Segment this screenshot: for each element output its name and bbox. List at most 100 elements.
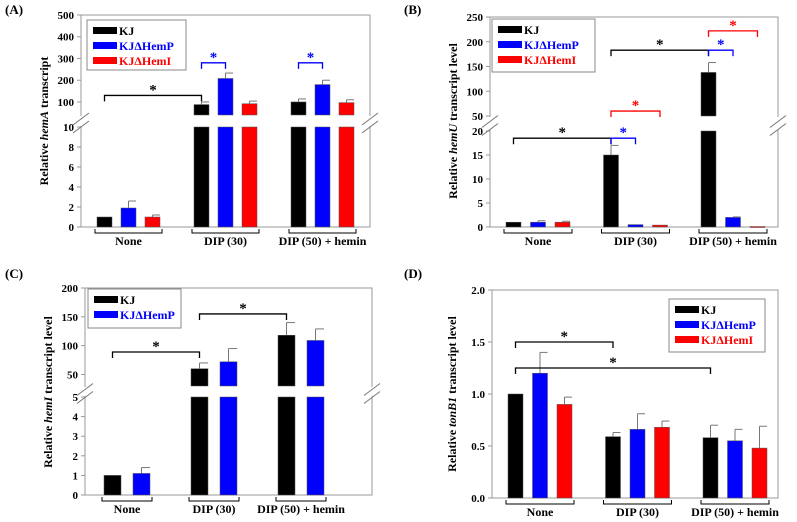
axis-break-mark: [363, 383, 381, 396]
significance-star: *: [559, 125, 567, 141]
bar: [103, 475, 122, 496]
x-category-label: DIP (50) + hemin: [691, 505, 779, 519]
chart-panel-b: (B) 0 5 10 15 20 50 100 150 200 250 Relative hemU t…: [404, 2, 787, 248]
significance-star: *: [729, 18, 737, 34]
bar: [338, 102, 355, 116]
bar: [605, 436, 621, 499]
legend-swatch: [675, 306, 699, 313]
bar: [306, 396, 325, 496]
y-axis-label: Relative hemU transcript level: [446, 43, 460, 199]
y-axis-label-part: transcript level: [446, 43, 460, 124]
bar: [132, 473, 151, 496]
x-category-label: DIP (50) + hemin: [279, 234, 367, 248]
y-axis-label-part: hemA: [37, 111, 51, 140]
significance-star: *: [307, 50, 315, 66]
category-brace: [94, 229, 163, 234]
y-axis-label: Relative tonB1 transcript level: [445, 316, 459, 472]
axis-gap: [368, 116, 372, 126]
y-tick-label: 0.0: [471, 493, 485, 505]
bar: [217, 78, 234, 116]
bar: [532, 372, 548, 499]
bar: [219, 396, 238, 496]
y-tick-label: 500: [58, 10, 75, 22]
bar: [725, 217, 741, 228]
axis-break-mark: [769, 115, 787, 128]
legend-swatch: [675, 336, 699, 343]
bar: [654, 427, 670, 499]
bar: [306, 340, 325, 387]
y-tick-label: 200: [62, 283, 79, 295]
legend-label: KJΔHemI: [701, 333, 754, 347]
x-category-label: None: [114, 502, 141, 516]
bar: [700, 130, 717, 228]
axis-break-mark: [361, 112, 379, 126]
significance-bracket: [514, 367, 712, 374]
category-brace: [505, 500, 575, 505]
panel-label: (B): [404, 2, 421, 17]
axis-gap: [370, 387, 374, 396]
y-tick-label: 100: [62, 341, 79, 353]
category-brace: [700, 500, 770, 505]
bar: [120, 207, 137, 228]
significance-bracket: [111, 351, 201, 358]
significance-star: *: [632, 98, 640, 114]
significance-star: *: [561, 329, 569, 345]
significance-bracket: [200, 62, 227, 69]
y-axis-label-part: transcript level: [445, 316, 459, 397]
significance-star: *: [149, 82, 157, 98]
y-tick-label: 2.0: [471, 285, 485, 297]
bar: [190, 368, 209, 387]
legend-label: KJ: [524, 23, 539, 37]
bar: [277, 335, 296, 387]
axis-break-mark: [481, 123, 499, 136]
significance-bracket: [610, 110, 661, 118]
y-axis-label: Relative hemI transcript level: [41, 316, 55, 468]
y-tick-label: 2: [73, 451, 79, 463]
axis-break-mark: [481, 115, 499, 128]
bar: [505, 221, 522, 228]
axis-break-mark: [72, 120, 90, 134]
axis-gap: [79, 116, 83, 126]
bar: [193, 126, 210, 228]
legend-label: KJΔHemP: [120, 308, 175, 322]
y-tick-label: 4: [73, 412, 79, 424]
x-category-label: None: [527, 505, 554, 519]
legend-swatch: [93, 57, 117, 64]
y-tick-label: 3: [73, 431, 79, 443]
x-category-label: DIP (50) + hemin: [257, 502, 345, 516]
category-brace: [101, 497, 153, 502]
bar: [290, 101, 307, 116]
y-tick-label: 0.5: [471, 441, 485, 453]
bar: [314, 126, 331, 228]
significance-star: *: [656, 37, 664, 53]
significance-star: *: [620, 125, 628, 141]
y-tick-label: 10: [63, 122, 75, 134]
significance-star: *: [239, 301, 247, 317]
bar: [507, 393, 524, 499]
axis-break-mark: [769, 123, 787, 136]
x-category-label: DIP (50) + hemin: [689, 234, 777, 248]
bar: [193, 104, 210, 116]
significance-bracket: [707, 30, 759, 37]
bar: [338, 126, 355, 228]
y-tick-label: 1: [73, 470, 79, 482]
legend-swatch: [94, 311, 118, 318]
axis-gap: [83, 387, 87, 396]
significance-bracket: [198, 313, 288, 320]
y-tick-label: 150: [467, 62, 484, 74]
y-axis-label-part: transcript level: [41, 316, 55, 397]
significance-star: *: [609, 355, 617, 371]
y-tick-label: 0: [478, 222, 484, 234]
x-category-label: DIP (30): [614, 234, 657, 248]
y-tick-label: 1.5: [471, 337, 485, 349]
legend-label: KJ: [701, 303, 716, 317]
legend-label: KJ: [120, 293, 135, 307]
bar: [603, 154, 619, 228]
category-brace: [603, 500, 672, 505]
legend-swatch: [94, 296, 118, 303]
bar: [749, 226, 766, 228]
y-tick-label: 1.0: [471, 389, 485, 401]
axis-break-mark: [76, 383, 94, 396]
panel-label: (A): [5, 2, 23, 17]
significance-star: *: [717, 37, 725, 53]
